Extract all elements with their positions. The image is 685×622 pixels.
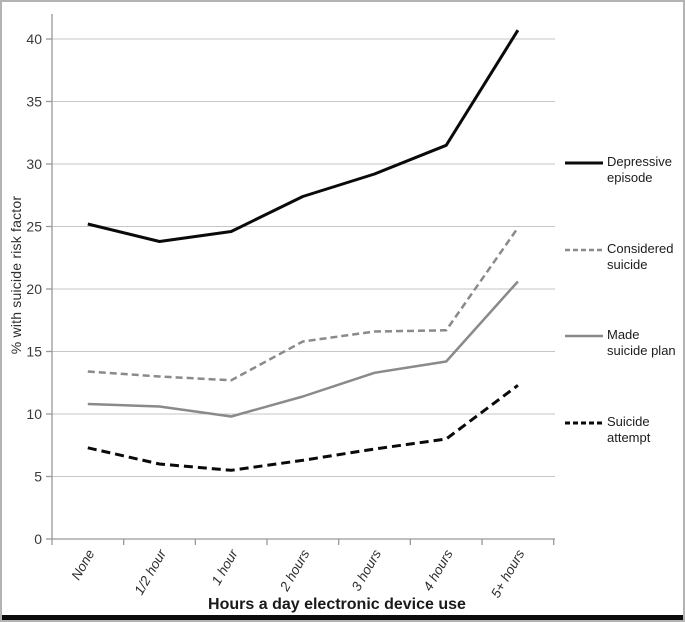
- y-tick-label-20: 20: [26, 281, 42, 297]
- x-category-label-4-hours: 4 hours: [420, 547, 456, 594]
- y-tick-label-10: 10: [26, 406, 42, 422]
- x-category-label-2-hours: 2 hours: [276, 547, 312, 595]
- y-tick-label-15: 15: [26, 344, 42, 360]
- x-category-label-none: None: [68, 547, 97, 582]
- series-line-considered-suicide: [87, 227, 519, 382]
- x-category-label-3-hours: 3 hours: [349, 547, 385, 594]
- y-axis-title: % with suicide risk factor: [8, 195, 24, 355]
- series-line-made-suicide-plan: [87, 280, 519, 418]
- figure-bottom-border: [2, 615, 683, 620]
- y-tick-label-35: 35: [26, 94, 42, 110]
- y-tick-label-0: 0: [34, 531, 42, 547]
- x-category-label-5-hours: 5+ hours: [488, 547, 528, 601]
- y-tick-label-40: 40: [26, 31, 42, 47]
- series-line-depressive-episode: [87, 29, 520, 243]
- x-category-label-1-hour: 1 hour: [209, 547, 241, 588]
- x-category-label-1-2-hour: 1/2 hour: [131, 547, 169, 598]
- x-axis-title: Hours a day electronic device use: [208, 596, 466, 613]
- y-tick-label-5: 5: [34, 469, 42, 485]
- y-tick-label-30: 30: [26, 156, 42, 172]
- y-tick-label-25: 25: [26, 219, 42, 235]
- series-line-suicide-attempt: [87, 384, 519, 472]
